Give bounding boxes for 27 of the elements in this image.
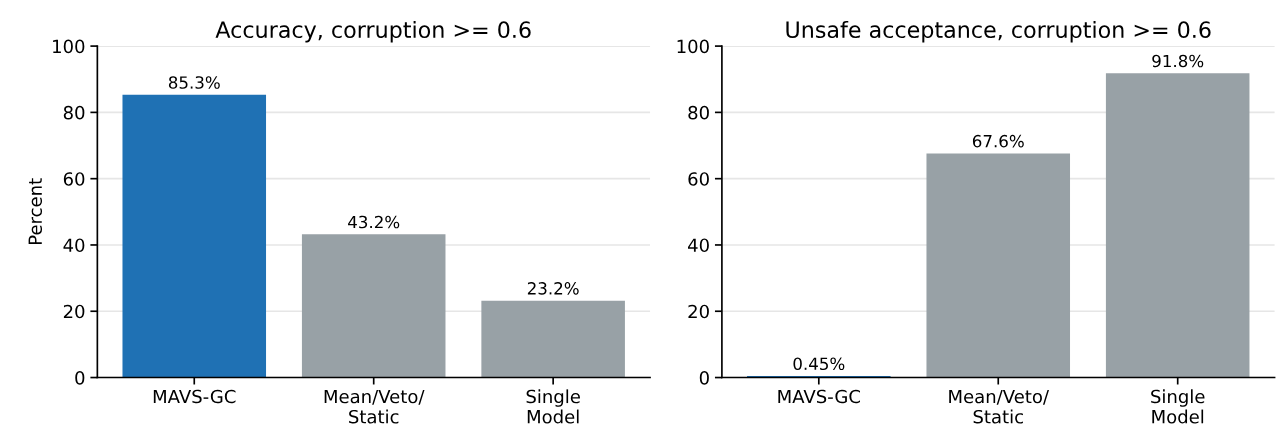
x-tick-label: Mean/Veto/ Static	[949, 389, 1050, 424]
data-label: 85.3%	[168, 76, 220, 89]
chart-title: Unsafe acceptance, corruption >= 0.6	[786, 20, 1211, 43]
data-label: 23.2%	[527, 282, 579, 295]
data-label: 91.8%	[1152, 54, 1204, 68]
data-label: 43.2%	[348, 215, 400, 229]
x-tick-label: Single Model	[526, 389, 580, 424]
x-tick-label: MAVS-GC	[778, 389, 860, 404]
data-label: 0.45%	[793, 357, 845, 371]
y-tick-label: 40	[63, 238, 85, 253]
y-tick-label: 80	[63, 105, 85, 120]
chart-title: Accuracy, corruption >= 0.6	[215, 20, 531, 43]
y-tick-label: 40	[688, 238, 709, 253]
y-tick-label: 20	[688, 304, 709, 319]
y-tick-label: 80	[688, 105, 709, 120]
y-tick-label: 60	[688, 172, 709, 186]
x-tick-label: Mean/Veto/ Static	[324, 389, 425, 424]
y-tick-label: 60	[63, 172, 85, 186]
y-tick-label: 0	[699, 371, 709, 385]
x-tick-label: MAVS-GC	[153, 389, 236, 404]
y-axis-title: Percent	[28, 178, 43, 244]
x-tick-label: Single Model	[1151, 389, 1205, 424]
y-tick-label: 100	[53, 39, 85, 54]
y-tick-label: 0	[75, 371, 85, 385]
y-tick-label: 100	[677, 39, 709, 54]
data-label: 67.6%	[972, 134, 1024, 148]
y-tick-label: 20	[63, 304, 85, 319]
